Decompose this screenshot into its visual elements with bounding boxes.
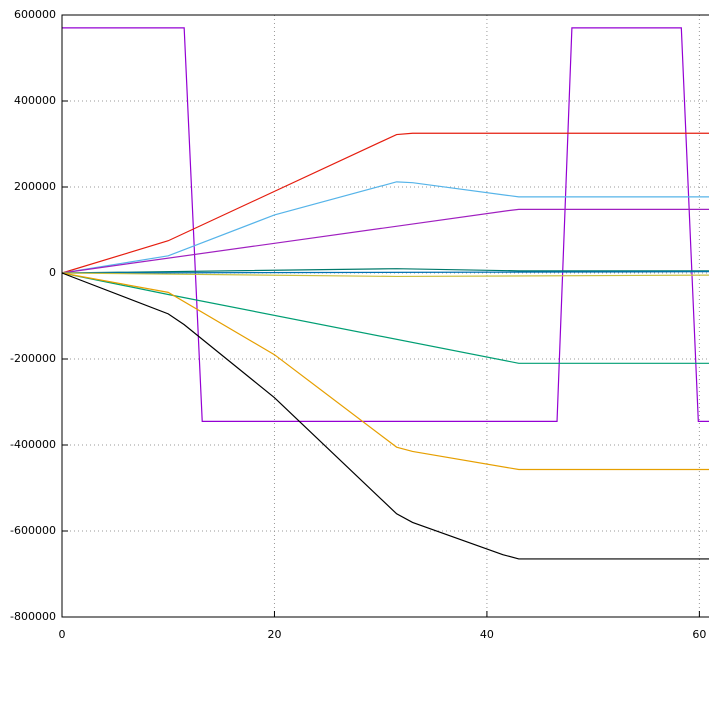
x-tick-label: 20 (267, 628, 281, 641)
line (61, 272, 709, 560)
line (61, 272, 709, 471)
plot-frame (61, 14, 709, 618)
line (61, 208, 709, 274)
line (61, 271, 709, 274)
x-tick-label: 40 (480, 628, 494, 641)
y-tick-label: -600000 (10, 524, 56, 537)
line (61, 272, 709, 278)
y-tick-label: -400000 (10, 438, 56, 451)
y-tick-label: 200000 (14, 180, 56, 193)
y-tick-label: -800000 (10, 610, 56, 623)
line (61, 181, 709, 274)
line (61, 268, 709, 274)
y-tick-label: 600000 (14, 8, 56, 21)
x-tick-label: 60 (692, 628, 706, 641)
line (61, 272, 709, 364)
y-tick-label: 400000 (14, 94, 56, 107)
y-tick-label: -200000 (10, 352, 56, 365)
line (61, 132, 709, 274)
line (62, 27, 709, 422)
y-tick-label: 0 (49, 266, 56, 279)
x-tick-label: 0 (59, 628, 66, 641)
